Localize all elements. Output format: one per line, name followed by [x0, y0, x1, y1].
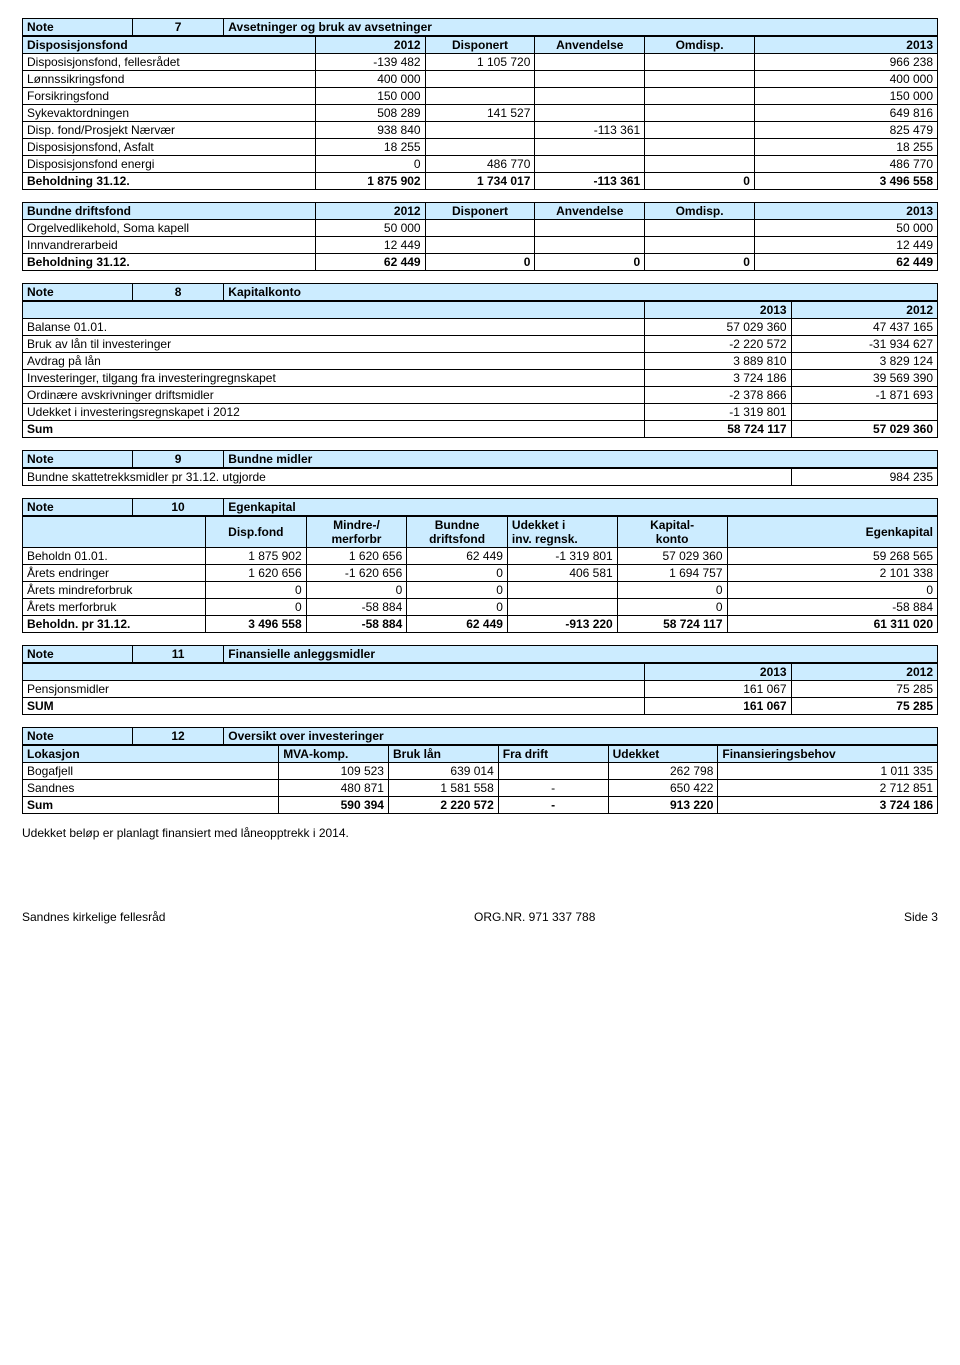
col-bundne: Bundnedriftsfond	[407, 517, 508, 548]
note12-table: Lokasjon MVA-komp. Bruk lån Fra drift Ud…	[22, 745, 938, 814]
table-row: Disposisjonsfond energi0486 770486 770	[23, 156, 938, 173]
table-row: Balanse 01.01.57 029 36047 437 165	[23, 319, 938, 336]
col-kapital: Kapital-konto	[617, 517, 727, 548]
table-row: Pensjonsmidler161 06775 285	[23, 681, 938, 698]
page-footer: Sandnes kirkelige fellesråd ORG.NR. 971 …	[22, 910, 938, 924]
table-row: Beholdn 01.01.1 875 9021 620 65662 449-1…	[23, 548, 938, 565]
note7-title: Note 7 Avsetninger og bruk av avsetninge…	[22, 18, 938, 36]
footer-right: Side 3	[904, 910, 938, 924]
note-title: Avsetninger og bruk av avsetninger	[224, 19, 938, 36]
note7-table: Disposisjonsfond 2012 Disponert Anvendel…	[22, 36, 938, 190]
col-dispfond: Disp.fond	[206, 517, 307, 548]
table-row: Årets merforbruk0-58 88400-58 884	[23, 599, 938, 616]
table-row: Disposisjonsfond, fellesrådet-139 4821 1…	[23, 54, 938, 71]
table-row: Sandnes480 8711 581 558-650 4222 712 851	[23, 780, 938, 797]
table-row: Årets endringer1 620 656-1 620 6560406 5…	[23, 565, 938, 582]
footnote-text: Udekket beløp er planlagt finansiert med…	[22, 826, 938, 840]
note11-table: 2013 2012 Pensjonsmidler161 06775 285 SU…	[22, 663, 938, 715]
table-row: Avdrag på lån3 889 8103 829 124	[23, 353, 938, 370]
note8-table: 2013 2012 Balanse 01.01.57 029 36047 437…	[22, 301, 938, 438]
col-egen: Egenkapital	[727, 517, 937, 548]
table-row: Disp. fond/Prosjekt Nærvær938 840-113 36…	[23, 122, 938, 139]
note12-title: Note 12 Oversikt over investeringer	[22, 727, 938, 745]
footer-center: ORG.NR. 971 337 788	[474, 910, 595, 924]
table-row: Disposisjonsfond, Asfalt18 25518 255	[23, 139, 938, 156]
note-num: 7	[132, 19, 224, 36]
footer-left: Sandnes kirkelige fellesråd	[22, 910, 165, 924]
table-row: Orgelvedlikehold, Soma kapell50 00050 00…	[23, 220, 938, 237]
table-row: Udekket i investeringsregnskapet i 2012-…	[23, 404, 938, 421]
table-row: Bruk av lån til investeringer-2 220 572-…	[23, 336, 938, 353]
col-mindre: Mindre-/merforbr	[306, 517, 407, 548]
note9-table: Bundne skattetrekksmidler pr 31.12. utgj…	[22, 468, 938, 486]
table-row: Lønnssikringsfond400 000400 000	[23, 71, 938, 88]
col-udekket: Udekket iinv. regnsk.	[507, 517, 617, 548]
note11-title: Note 11 Finansielle anleggsmidler	[22, 645, 938, 663]
note8-title: Note 8 Kapitalkonto	[22, 283, 938, 301]
table-row: Bogafjell109 523639 014262 7981 011 335	[23, 763, 938, 780]
table-row: Innvandrerarbeid12 44912 449	[23, 237, 938, 254]
note10-title: Note 10 Egenkapital	[22, 498, 938, 516]
table-row: Forsikringsfond150 000150 000	[23, 88, 938, 105]
note7b-table: Bundne driftsfond 2012 Disponert Anvende…	[22, 202, 938, 271]
table-row: Sykevaktordningen508 289141 527649 816	[23, 105, 938, 122]
note9-title: Note 9 Bundne midler	[22, 450, 938, 468]
note-label: Note	[23, 19, 133, 36]
note10-table: Disp.fond Mindre-/merforbr Bundnedriftsf…	[22, 516, 938, 633]
table-row: Årets mindreforbruk00000	[23, 582, 938, 599]
table-row: Ordinære avskrivninger driftsmidler-2 37…	[23, 387, 938, 404]
table-row: Investeringer, tilgang fra investeringre…	[23, 370, 938, 387]
